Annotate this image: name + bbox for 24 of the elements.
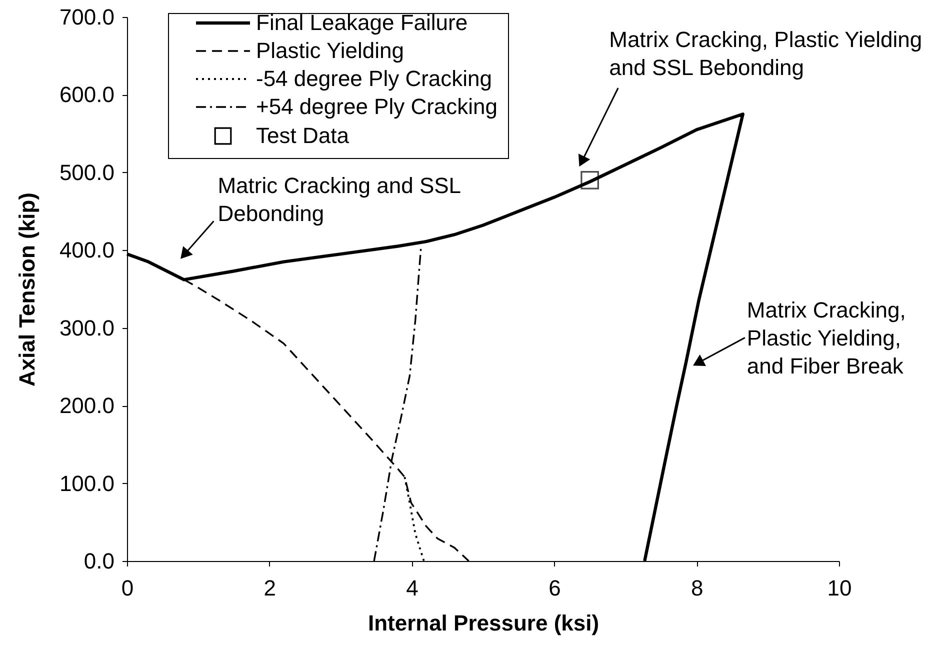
- x-tick-label: 6: [548, 576, 561, 600]
- y-tick-label: 200.0: [59, 393, 114, 418]
- y-tick-label: 700.0: [59, 4, 114, 30]
- legend-label: -54 degree Ply Cracking: [256, 66, 492, 91]
- y-tick-label: 300.0: [59, 315, 114, 340]
- y-axis-title: Axial Tension (kip): [14, 192, 40, 386]
- x-tick-label: 0: [121, 576, 134, 600]
- legend-label: Test Data: [256, 123, 350, 148]
- legend-label: +54 degree Ply Cracking: [256, 94, 498, 119]
- x-tick-label: 4: [406, 576, 418, 600]
- y-tick-label: 500.0: [59, 160, 114, 185]
- y-tick-label: 400.0: [59, 238, 114, 263]
- x-tick-label: 2: [264, 576, 276, 600]
- legend-label: Plastic Yielding: [256, 38, 404, 63]
- legend-label: Final Leakage Failure: [256, 10, 468, 35]
- x-axis-title: Internal Pressure (ksi): [368, 610, 600, 636]
- x-tick-label: 10: [827, 576, 852, 600]
- y-tick-label: 100.0: [59, 470, 114, 496]
- x-tick-label: 8: [690, 576, 704, 600]
- y-tick-label: 0.0: [84, 548, 114, 574]
- annotation: Matrix Cracking, Plastic Yielding, and Fiber Break: [746, 298, 906, 379]
- annotation: Matrix Cracking, Plastic Yielding and SSL Bebonding: [609, 26, 922, 80]
- y-tick-label: 600.0: [59, 82, 114, 108]
- annotation: Matric Cracking and SSL Debonding: [218, 173, 462, 226]
